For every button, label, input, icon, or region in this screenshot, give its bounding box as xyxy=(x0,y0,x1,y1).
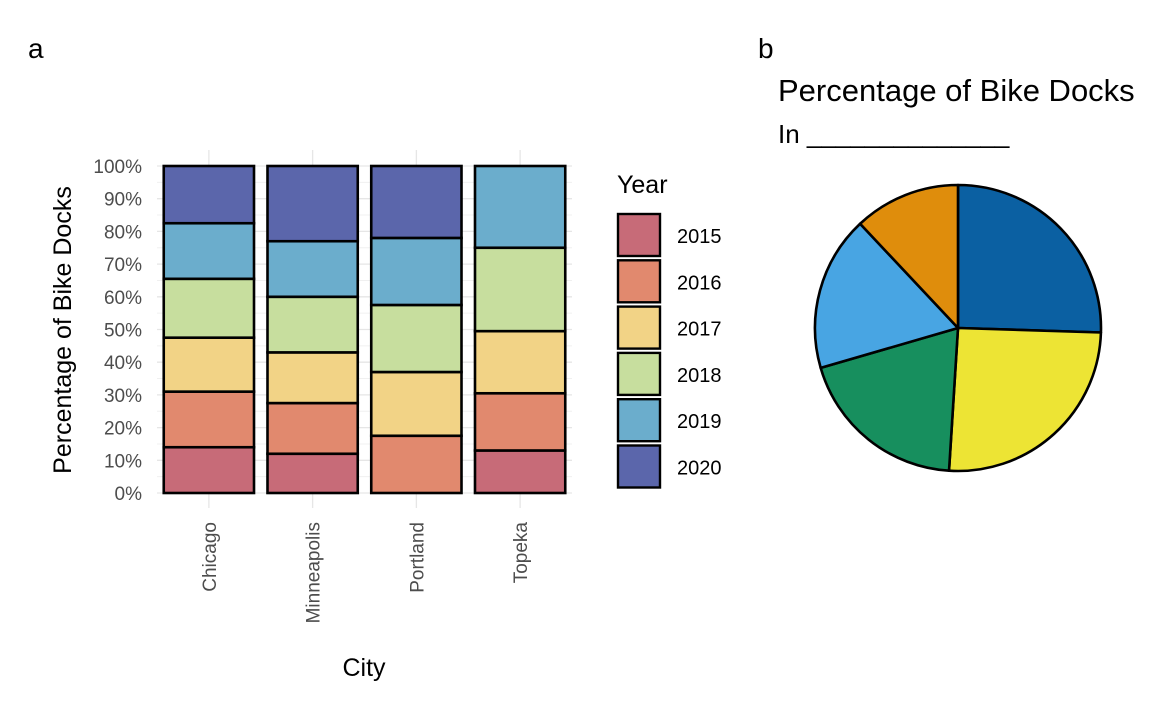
panel-a-tag: a xyxy=(28,33,44,64)
y-tick-label: 50% xyxy=(104,321,142,342)
bar-segment-topeka-2017 xyxy=(473,329,567,395)
bar-segment-chicago-2019 xyxy=(162,221,256,281)
bar-segment-topeka-2016 xyxy=(473,391,567,452)
y-tick-label: 60% xyxy=(104,288,142,309)
pie xyxy=(813,183,1103,473)
y-tick-label: 90% xyxy=(104,190,142,211)
y-tick-label: 80% xyxy=(104,222,142,243)
bar-segment-chicago-2016 xyxy=(162,390,256,449)
bar-segment-chicago-2015 xyxy=(162,445,256,495)
panel-b-tag: b xyxy=(758,33,774,64)
x-tick-label: Minneapolis xyxy=(304,522,325,623)
bar-segment-minneapolis-2017 xyxy=(266,351,360,405)
pie-slice-4 xyxy=(813,222,960,370)
legend-key-2017 xyxy=(616,305,662,350)
legend-label: 2019 xyxy=(677,411,722,433)
pie-slice-1 xyxy=(956,183,1103,334)
pie-slice-3 xyxy=(819,326,960,473)
x-tick-label: Topeka xyxy=(511,522,532,584)
bar-segment-minneapolis-2016 xyxy=(266,401,360,456)
bar-segment-topeka-2019 xyxy=(473,164,567,250)
x-axis-ticks: Chicago Minneapolis Portland Topeka xyxy=(200,522,532,624)
bar-segment-portland-2017 xyxy=(369,370,463,438)
x-tick-label: Chicago xyxy=(200,522,221,592)
pie-title: Percentage of Bike Docks xyxy=(778,73,1135,108)
legend: Year 2015 2016 2017 2018 2019 2020 xyxy=(616,171,722,489)
legend-label: 2016 xyxy=(677,272,722,294)
bar-segment-portland-2019 xyxy=(369,236,463,307)
y-tick-label: 30% xyxy=(104,386,142,407)
legend-label: 2017 xyxy=(677,319,722,341)
bars xyxy=(162,164,567,495)
legend-key-2020 xyxy=(616,444,662,489)
y-tick-label: 40% xyxy=(104,353,142,374)
bar-segment-minneapolis-2015 xyxy=(266,452,360,495)
panel-b: b Percentage of Bike Docks In __________… xyxy=(758,33,1135,473)
y-tick-label: 20% xyxy=(104,419,142,440)
bar-segment-portland-2020 xyxy=(369,164,463,240)
bar-segment-minneapolis-2018 xyxy=(266,295,360,354)
bar-segment-chicago-2017 xyxy=(162,336,256,393)
legend-label: 2020 xyxy=(677,458,722,480)
legend-title: Year xyxy=(617,171,668,199)
panel-a: a 0% 10% 20% 30% 40% 50% 60% 70% 80% 90% 100% Chic… xyxy=(28,33,722,682)
bar-segment-portland-2016 xyxy=(369,434,463,495)
y-tick-label: 100% xyxy=(93,157,142,178)
legend-label: 2018 xyxy=(677,365,722,387)
y-tick-label: 10% xyxy=(104,451,142,472)
bar-segment-topeka-2015 xyxy=(473,449,567,495)
y-tick-label: 0% xyxy=(115,484,143,505)
y-tick-label: 70% xyxy=(104,255,142,276)
bar-segment-portland-2018 xyxy=(369,303,463,374)
legend-key-2018 xyxy=(616,351,662,397)
legend-key-2015 xyxy=(616,212,662,258)
x-axis-title: City xyxy=(342,654,386,682)
bar-segment-topeka-2018 xyxy=(473,246,567,333)
legend-label: 2015 xyxy=(677,226,722,248)
legend-key-2019 xyxy=(616,398,662,443)
pie-subtitle: In ______________ xyxy=(778,119,1010,149)
x-tick-label: Portland xyxy=(407,522,428,593)
y-axis-ticks: 0% 10% 20% 30% 40% 50% 60% 70% 80% 90% 100% xyxy=(93,157,142,505)
legend-key-2016 xyxy=(616,259,662,304)
pie-slice-5 xyxy=(858,183,960,330)
bar-segment-chicago-2020 xyxy=(162,164,256,225)
pie-slice-2 xyxy=(947,326,1103,473)
y-axis-title: Percentage of Bike Docks xyxy=(49,186,77,474)
bar-segment-chicago-2018 xyxy=(162,277,256,339)
bar-segment-minneapolis-2020 xyxy=(266,164,360,243)
bar-segment-minneapolis-2019 xyxy=(266,239,360,299)
